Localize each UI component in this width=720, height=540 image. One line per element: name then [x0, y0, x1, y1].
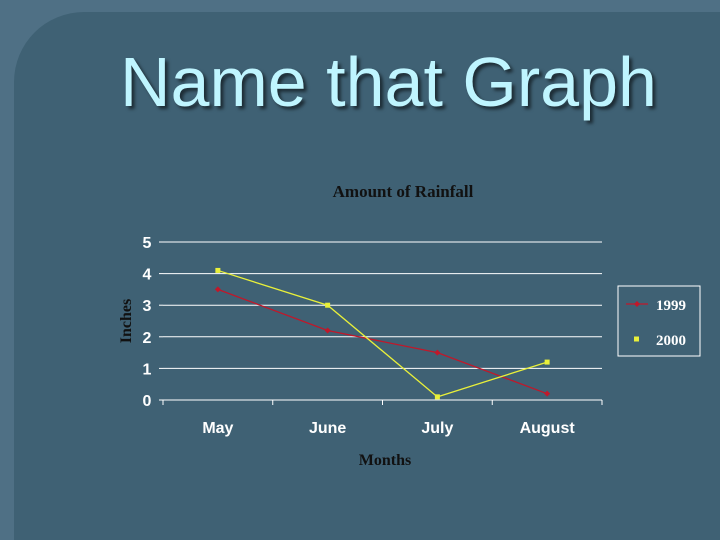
y-tick-label: 1: [143, 361, 152, 378]
legend-label: 1999: [656, 298, 686, 314]
slide-background-panel: [14, 12, 720, 540]
y-tick-label: 4: [143, 267, 152, 284]
series-line-1999: [217, 288, 548, 395]
y-axis-label: Inches: [118, 299, 135, 343]
legend-label: 2000: [656, 333, 686, 349]
x-tick-label: June: [309, 420, 346, 437]
chart-title: Amount of Rainfall: [333, 182, 474, 201]
legend-box: [617, 285, 701, 357]
x-axis-label: Months: [359, 452, 411, 469]
x-tick-label: May: [202, 420, 233, 437]
data-point-2000: [215, 267, 221, 273]
x-tick-label: August: [520, 420, 576, 437]
data-point-1999: [214, 286, 221, 293]
x-tick-label: July: [421, 420, 453, 437]
data-point-2000: [544, 359, 550, 365]
data-point-1999: [434, 349, 441, 356]
legend-marker-2000: [634, 336, 639, 342]
y-tick-label: 5: [143, 235, 152, 252]
data-point-1999: [324, 327, 331, 334]
y-tick-label: 0: [143, 393, 152, 410]
y-tick-label: 3: [143, 298, 152, 315]
data-point-2000: [434, 394, 440, 400]
series-line-2000: [217, 269, 548, 398]
y-tick-label: 2: [143, 330, 152, 347]
slide-title: Name that Graph: [120, 43, 657, 121]
data-point-2000: [325, 302, 331, 308]
legend-marker-1999: [634, 301, 640, 307]
data-point-1999: [544, 390, 551, 397]
